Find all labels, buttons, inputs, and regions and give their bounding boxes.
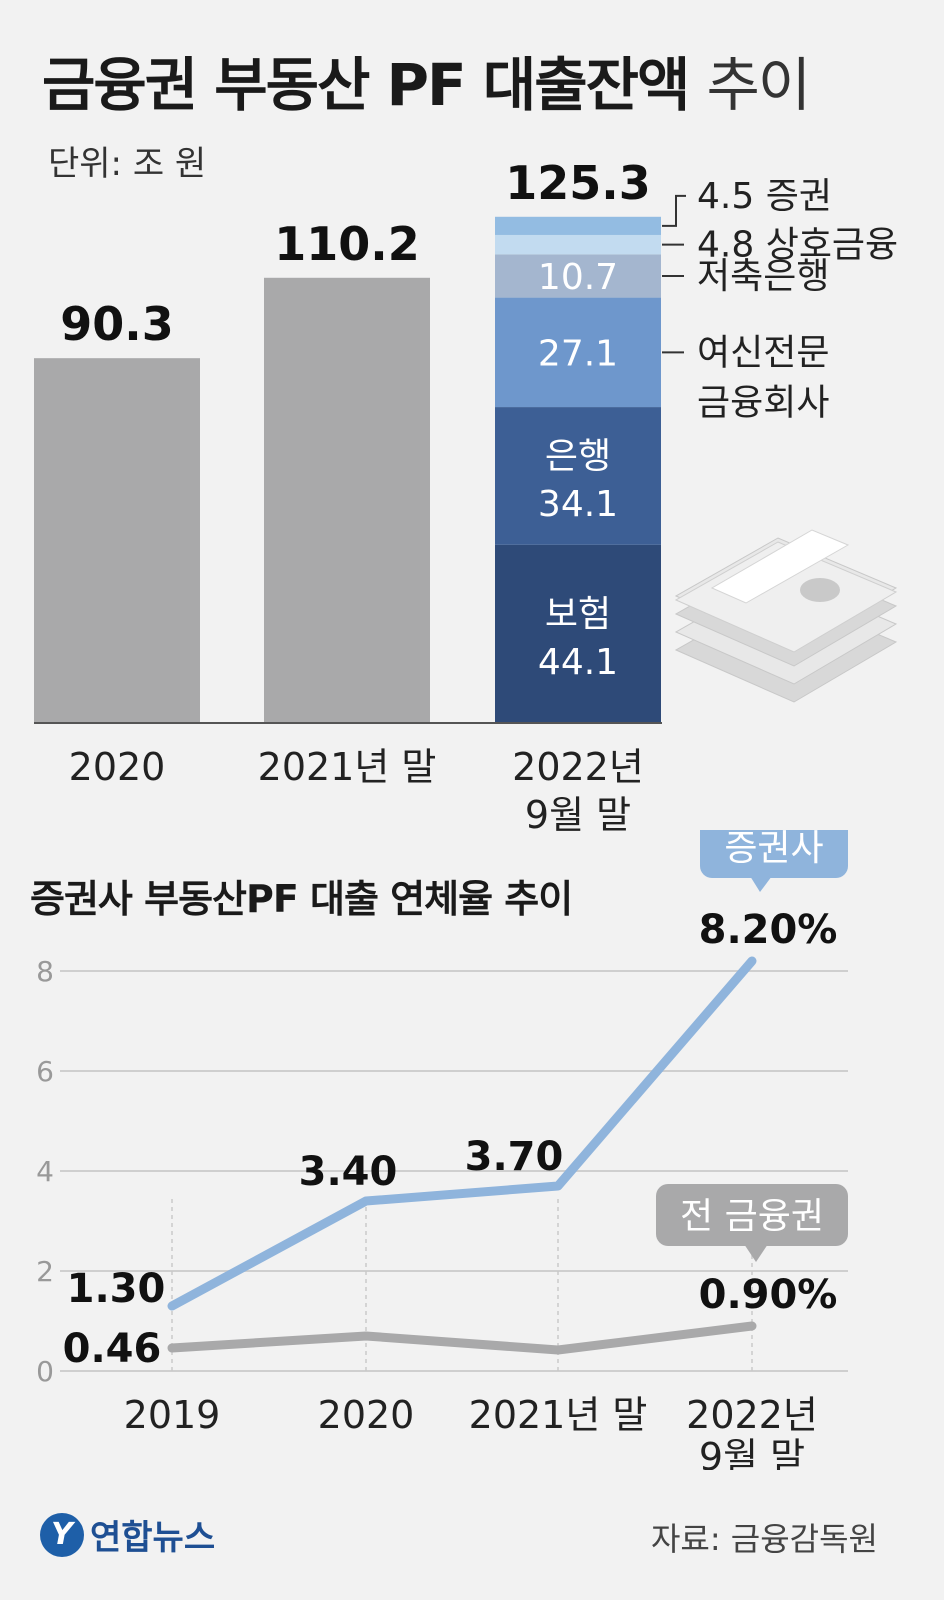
stack-segment-6 — [495, 216, 661, 235]
x-tick-label-3a: 2022년 — [512, 745, 644, 789]
line-x-tick-4b: 9월 말 — [699, 1435, 805, 1470]
data-label-all-2022: 0.90% — [699, 1272, 838, 1318]
page-title: 금융권 부동산 PF 대출잔액 추이 — [42, 38, 812, 122]
bar-2 — [264, 277, 430, 723]
line-series-all-financial — [167, 1321, 757, 1355]
y-tick-label-2: 2 — [36, 1255, 54, 1288]
line-x-tick-2: 2020 — [318, 1393, 415, 1437]
stack-segment-5 — [495, 234, 661, 255]
legend-bubble-all-financial — [656, 1184, 848, 1246]
money-stack-icon — [674, 529, 898, 703]
x-tick-label-2: 2021년 말 — [258, 745, 437, 789]
line-chart-title: 증권사 부동산PF 대출 연체율 추이 — [30, 877, 573, 921]
legend-label-securities: 증권사 — [724, 830, 823, 869]
y-tick-label-0: 0 — [36, 1355, 54, 1388]
data-label-sec-2020: 3.40 — [299, 1149, 398, 1195]
title-main: 금융권 부동산 PF 대출잔액 — [42, 51, 690, 119]
segment-label-mutual: 4.8 상호금융 — [697, 225, 898, 266]
segment-name-savings: 저축은행 — [697, 256, 829, 297]
legend-bubble-securities — [700, 830, 848, 878]
segment-name-card-2: 금융회사 — [697, 382, 829, 423]
segment-label-securities: 4.5 증권 — [697, 176, 832, 217]
segment-name-bank: 은행 — [545, 436, 611, 477]
leader-line-securities — [662, 194, 686, 227]
total-label-3: 125.3 — [505, 156, 651, 210]
yonhap-logo-icon: Y — [40, 1512, 84, 1557]
segment-name-card-1: 여신전문 — [697, 332, 829, 373]
stack-segment-2 — [495, 407, 661, 545]
y-tick-label-6: 6 — [36, 1055, 54, 1088]
segment-value-insurance: 44.1 — [538, 642, 618, 683]
line-x-tick-3: 2021년 말 — [469, 1393, 648, 1437]
brand: Y 연합뉴스 — [40, 1510, 215, 1559]
total-label-2: 110.2 — [274, 217, 420, 271]
data-label-sec-2019: 1.30 — [67, 1266, 166, 1312]
segment-value-bank: 34.1 — [538, 484, 618, 525]
brand-name: 연합뉴스 — [90, 1518, 216, 1558]
line-x-tick-4a: 2022년 — [686, 1393, 818, 1437]
data-label-sec-2021: 3.70 — [465, 1134, 564, 1180]
y-tick-label-4: 4 — [36, 1155, 54, 1188]
stack-segment-3 — [495, 297, 661, 408]
legend-bubble-tail-all-financial — [744, 1244, 768, 1262]
line-x-tick-1: 2019 — [124, 1393, 221, 1437]
segment-value-card: 27.1 — [538, 333, 618, 374]
unit-label: 단위: 조 원 — [48, 144, 207, 184]
money-bill-top — [674, 541, 898, 653]
stack-segment-4 — [495, 254, 661, 298]
x-tick-label-3b: 9월 말 — [525, 793, 631, 837]
line-series-securities — [167, 956, 757, 1311]
source-note: 자료: 금융감독원 — [650, 1520, 878, 1558]
segment-name-insurance: 보험 — [545, 594, 611, 635]
legend-label-all-financial: 전 금융권 — [680, 1196, 824, 1237]
bar-1 — [34, 358, 200, 723]
money-portrait — [800, 578, 840, 602]
legend-bubble-tail-securities — [750, 876, 772, 892]
data-label-all-2019: 0.46 — [63, 1326, 162, 1372]
total-label-1: 90.3 — [60, 297, 174, 351]
segment-value-savings: 10.7 — [538, 257, 618, 298]
x-tick-label-1: 2020 — [69, 745, 166, 789]
title-suffix: 추이 — [706, 51, 812, 119]
money-band — [710, 529, 850, 604]
y-tick-label-8: 8 — [36, 955, 54, 988]
stack-segment-1 — [495, 544, 661, 723]
data-label-sec-2022: 8.20% — [699, 907, 838, 953]
